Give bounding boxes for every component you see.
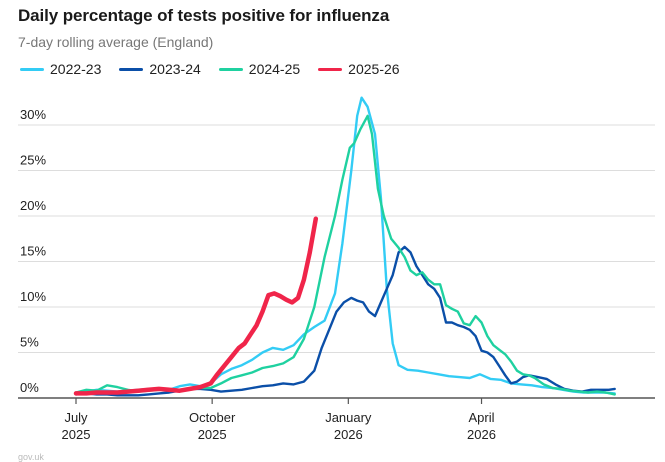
x-axis: July 2025 October 2025 January 2026 April 2026 xyxy=(18,397,655,442)
legend-swatch-2024-25 xyxy=(218,67,243,71)
y-axis-ticks: 0% 5% 10% 15% 20% 25% 30% xyxy=(20,107,46,395)
legend-swatch-2023-24 xyxy=(119,67,144,71)
x-tick-label: July xyxy=(64,410,88,425)
x-tick-label: April xyxy=(469,410,495,425)
legend-label: 2022-23 xyxy=(50,61,102,77)
legend-swatch-2022-23 xyxy=(20,67,44,71)
x-tick-label: January xyxy=(325,410,372,425)
legend-item-2024-25: 2024-25 xyxy=(218,61,301,77)
series-lines xyxy=(73,96,616,397)
x-tick-label: October xyxy=(189,410,236,425)
legend-swatch-2025-26 xyxy=(318,67,343,71)
y-tick-label-25: 25% xyxy=(20,153,46,168)
y-tick-label-10: 10% xyxy=(20,289,46,304)
x-tick-label-year: 2025 xyxy=(62,427,91,442)
y-tick-label-5: 5% xyxy=(20,335,39,350)
legend-item-2023-24: 2023-24 xyxy=(119,61,201,77)
legend-label: 2025-26 xyxy=(348,61,400,77)
x-tick-label-year: 2026 xyxy=(334,427,363,442)
y-tick-label-0: 0% xyxy=(20,380,39,395)
legend: 2022-23 2023-24 2024-25 2025-26 xyxy=(20,61,400,77)
legend-item-2025-26: 2025-26 xyxy=(318,61,400,77)
x-tick-label-year: 2025 xyxy=(198,427,227,442)
gridlines xyxy=(18,124,655,353)
legend-label: 2024-25 xyxy=(248,61,301,77)
source-note: gov.uk xyxy=(18,452,44,462)
series-line-2023-24 xyxy=(74,245,616,397)
y-tick-label-15: 15% xyxy=(20,244,46,259)
chart-title: Daily percentage of tests positive for i… xyxy=(18,6,390,25)
chart-subtitle: 7-day rolling average (England) xyxy=(18,34,214,50)
series-line-2025-26 xyxy=(73,216,319,396)
legend-item-2022-23: 2022-23 xyxy=(20,61,101,77)
y-tick-label-30: 30% xyxy=(20,107,46,122)
y-tick-label-20: 20% xyxy=(20,198,46,213)
series-line-2022-23 xyxy=(74,96,616,395)
legend-label: 2023-24 xyxy=(149,61,201,77)
x-tick-label-year: 2026 xyxy=(467,427,496,442)
